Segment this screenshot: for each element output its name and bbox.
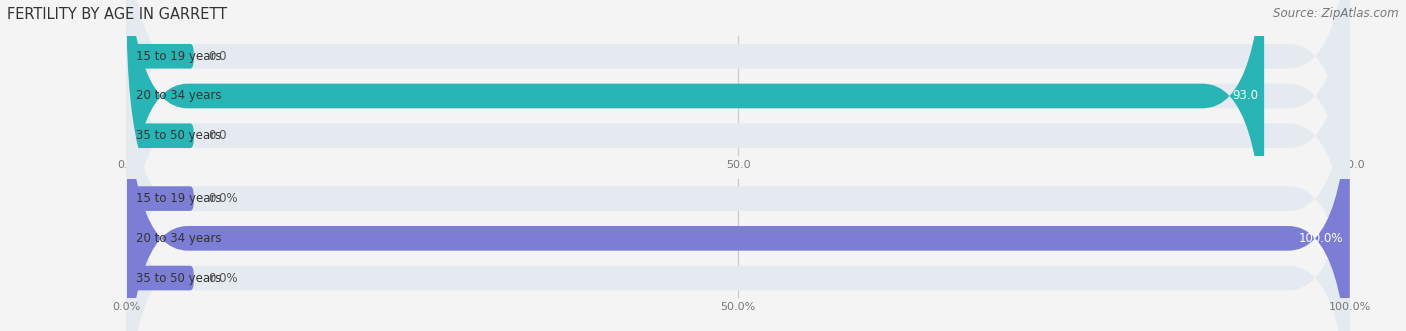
Text: 0.0%: 0.0%: [208, 192, 238, 205]
Text: 35 to 50 years: 35 to 50 years: [136, 129, 222, 142]
FancyBboxPatch shape: [127, 0, 1350, 243]
Text: 35 to 50 years: 35 to 50 years: [136, 271, 222, 285]
FancyBboxPatch shape: [127, 0, 1264, 282]
FancyBboxPatch shape: [127, 52, 1350, 331]
Text: Source: ZipAtlas.com: Source: ZipAtlas.com: [1274, 7, 1399, 20]
FancyBboxPatch shape: [127, 186, 194, 211]
FancyBboxPatch shape: [127, 266, 194, 290]
Text: 93.0: 93.0: [1232, 89, 1258, 103]
FancyBboxPatch shape: [127, 123, 194, 148]
Text: 15 to 19 years: 15 to 19 years: [136, 192, 222, 205]
FancyBboxPatch shape: [127, 92, 1350, 331]
FancyBboxPatch shape: [127, 0, 1350, 282]
Text: 0.0%: 0.0%: [208, 271, 238, 285]
FancyBboxPatch shape: [127, 12, 1350, 331]
Text: FERTILITY BY AGE IN GARRETT: FERTILITY BY AGE IN GARRETT: [7, 7, 228, 22]
Text: 20 to 34 years: 20 to 34 years: [136, 232, 222, 245]
Text: 15 to 19 years: 15 to 19 years: [136, 50, 222, 63]
FancyBboxPatch shape: [127, 44, 194, 69]
FancyBboxPatch shape: [127, 52, 1350, 331]
Text: 0.0: 0.0: [208, 129, 226, 142]
Text: 20 to 34 years: 20 to 34 years: [136, 89, 222, 103]
FancyBboxPatch shape: [127, 0, 1350, 322]
Text: 100.0%: 100.0%: [1299, 232, 1344, 245]
Text: 0.0: 0.0: [208, 50, 226, 63]
